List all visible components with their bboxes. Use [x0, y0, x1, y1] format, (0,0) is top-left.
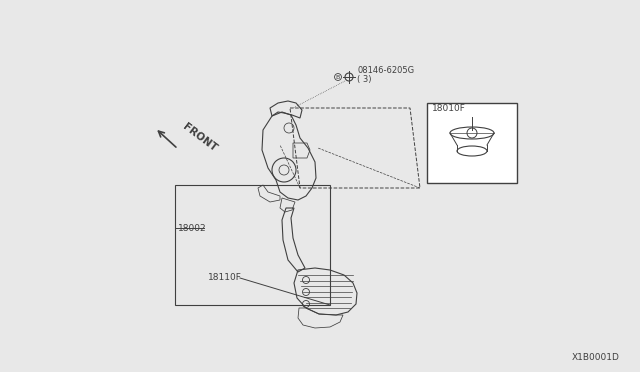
- Bar: [175, 185, 330, 305]
- Text: 08146-6205G: 08146-6205G: [357, 66, 414, 75]
- Text: X1B0001D: X1B0001D: [572, 353, 620, 362]
- Bar: [427, 103, 517, 183]
- Text: 18010F: 18010F: [432, 104, 466, 113]
- Text: ( 3): ( 3): [357, 75, 371, 84]
- Text: 18110F: 18110F: [208, 273, 242, 282]
- Text: 18002: 18002: [178, 224, 207, 232]
- Text: FRONT: FRONT: [181, 122, 219, 154]
- Text: B: B: [336, 74, 340, 80]
